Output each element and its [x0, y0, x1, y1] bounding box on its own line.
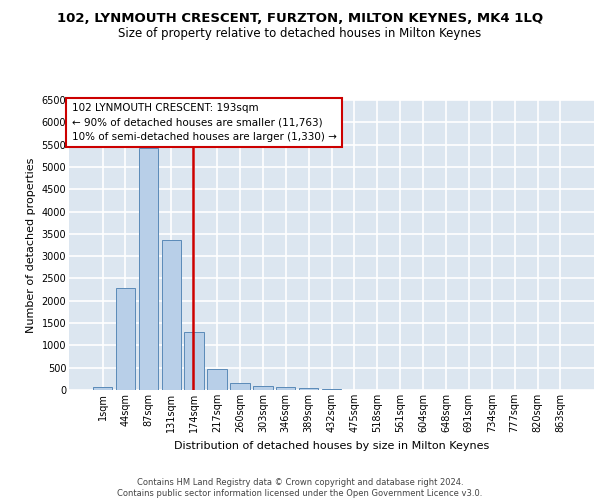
Bar — [276, 388, 295, 390]
Bar — [208, 369, 227, 390]
Text: 102 LYNMOUTH CRESCENT: 193sqm
← 90% of detached houses are smaller (11,763)
10% : 102 LYNMOUTH CRESCENT: 193sqm ← 90% of d… — [71, 103, 337, 142]
Y-axis label: Number of detached properties: Number of detached properties — [26, 158, 36, 332]
Bar — [139, 148, 158, 390]
Text: Contains HM Land Registry data © Crown copyright and database right 2024.
Contai: Contains HM Land Registry data © Crown c… — [118, 478, 482, 498]
X-axis label: Distribution of detached houses by size in Milton Keynes: Distribution of detached houses by size … — [174, 440, 489, 450]
Bar — [93, 387, 112, 390]
Bar — [322, 389, 341, 390]
Text: Size of property relative to detached houses in Milton Keynes: Size of property relative to detached ho… — [118, 28, 482, 40]
Bar — [299, 388, 319, 390]
Bar — [184, 332, 204, 390]
Bar — [230, 383, 250, 390]
Text: 102, LYNMOUTH CRESCENT, FURZTON, MILTON KEYNES, MK4 1LQ: 102, LYNMOUTH CRESCENT, FURZTON, MILTON … — [57, 12, 543, 26]
Bar — [116, 288, 135, 390]
Bar — [253, 386, 272, 390]
Bar — [161, 240, 181, 390]
